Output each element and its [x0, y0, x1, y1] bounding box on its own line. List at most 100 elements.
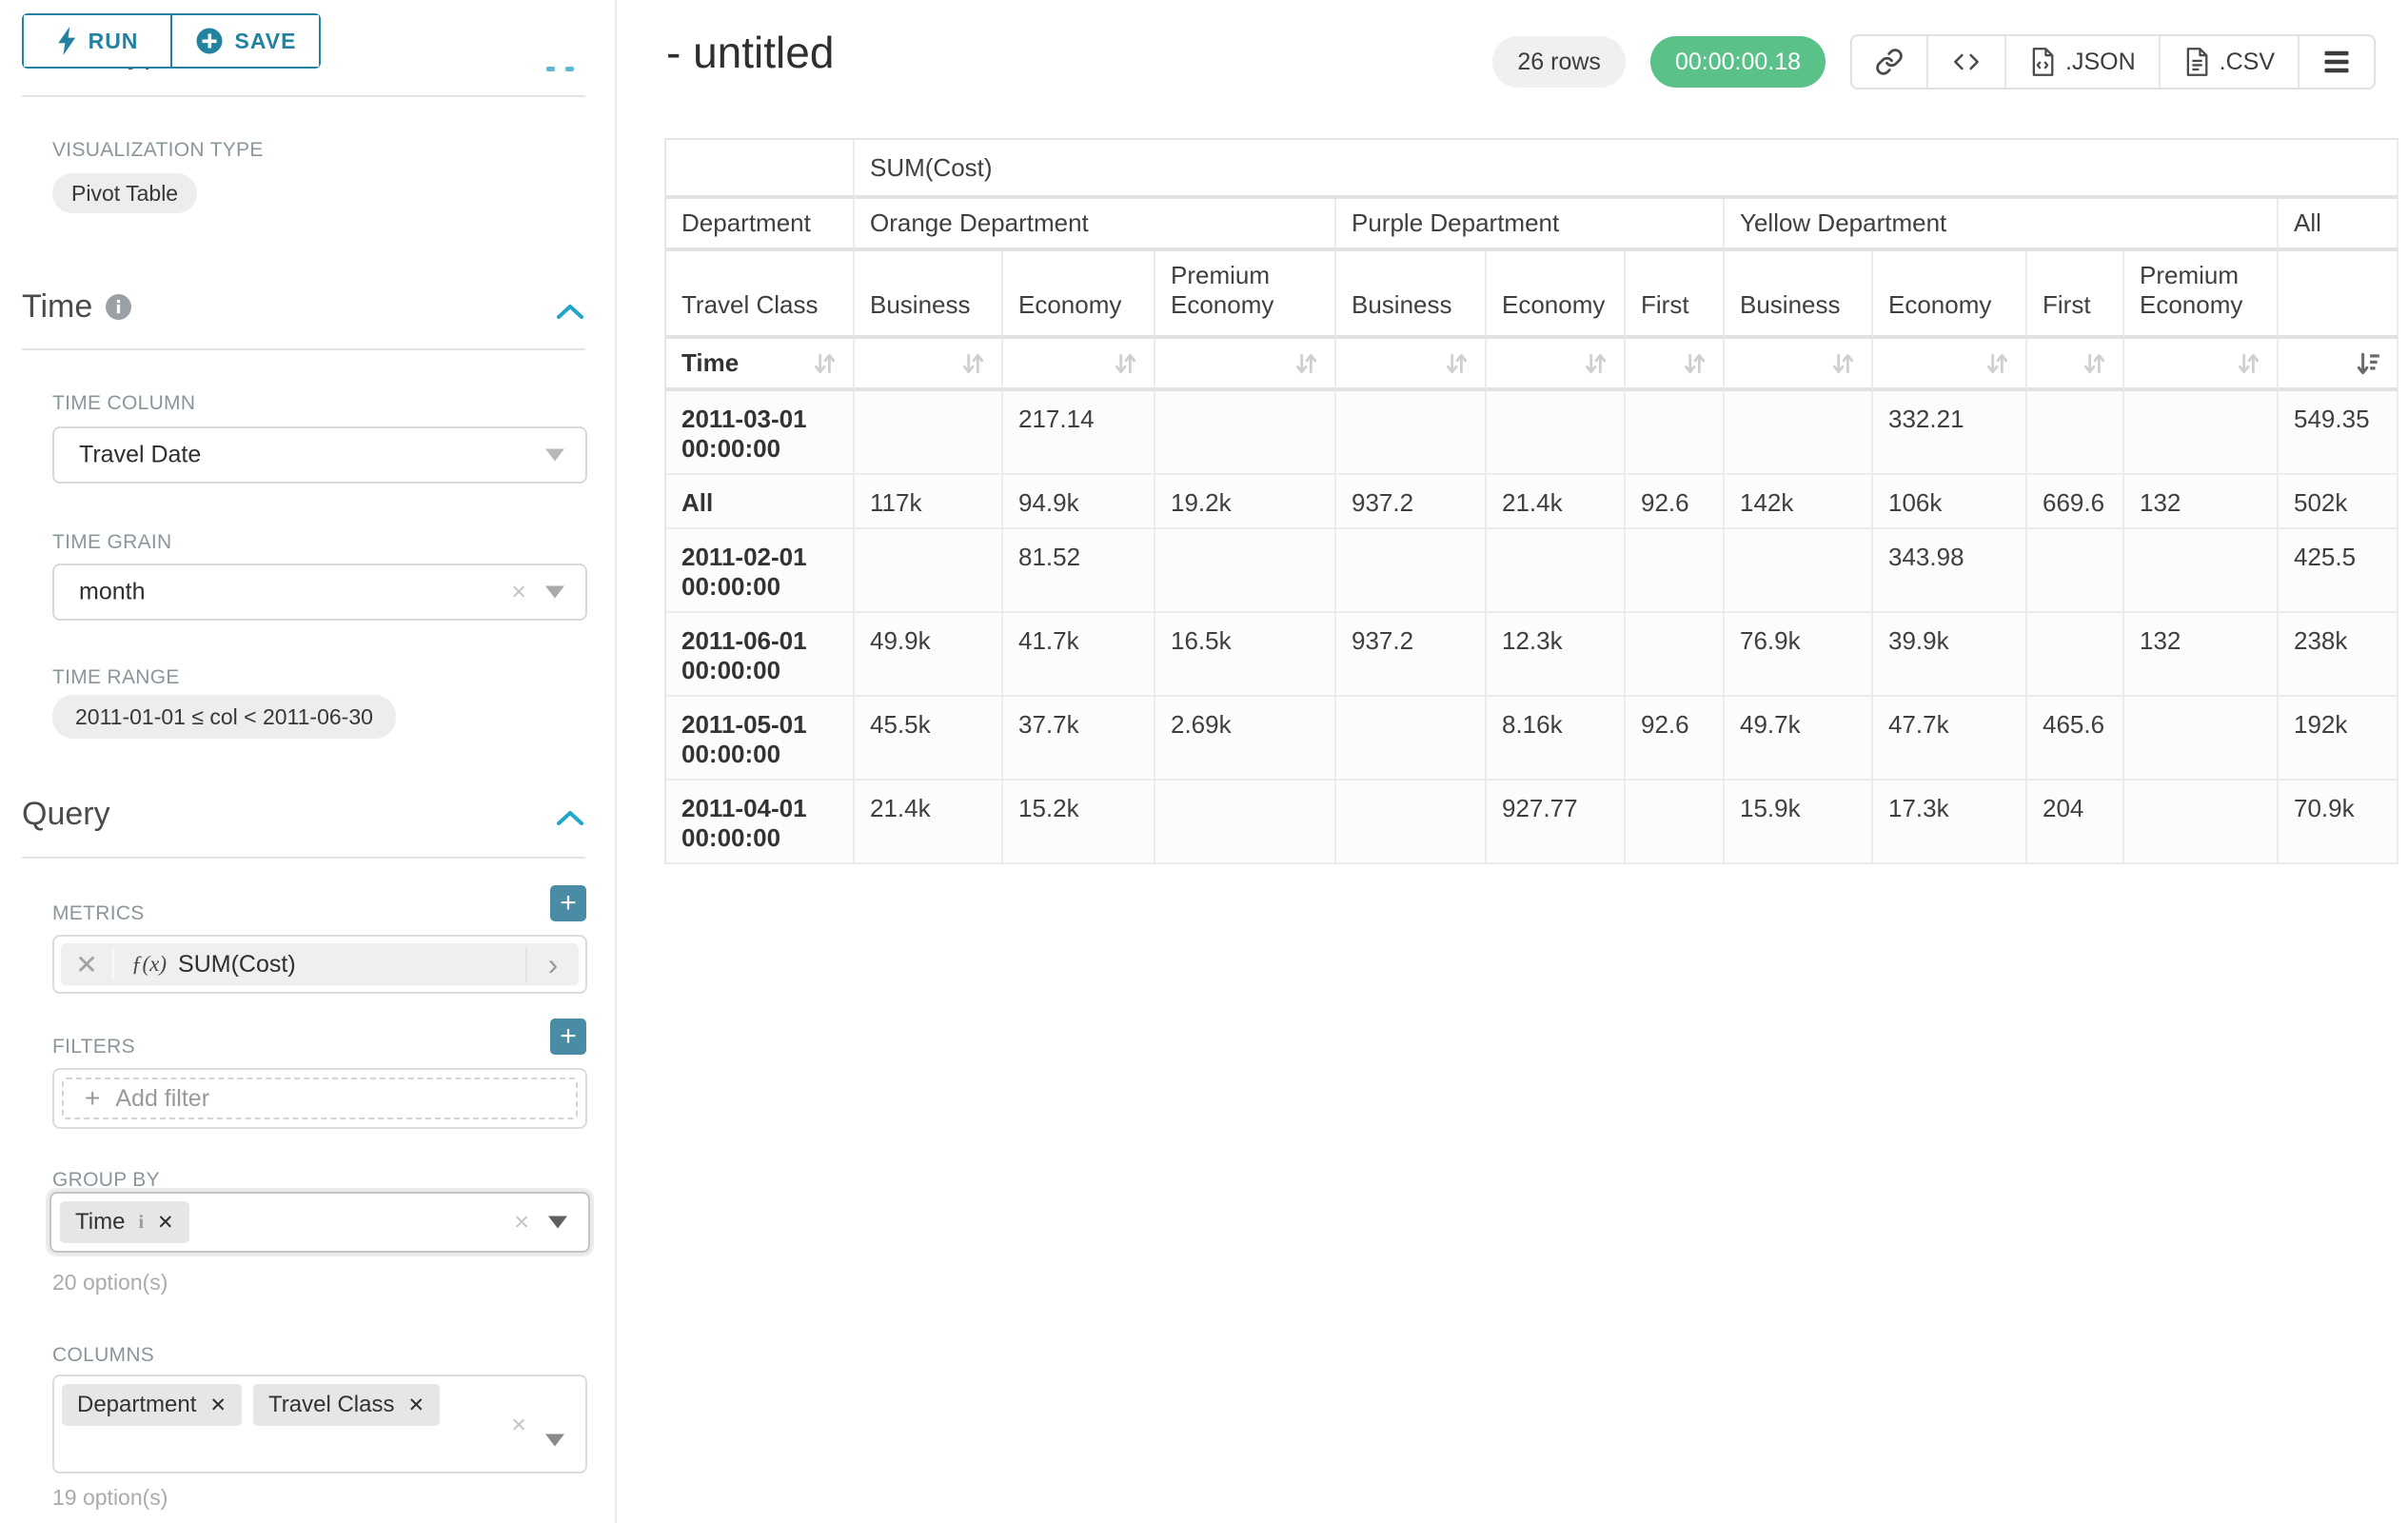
sort-icon[interactable] — [1582, 350, 1609, 377]
sortable-column-header[interactable] — [1336, 339, 1487, 391]
info-circle-icon[interactable] — [106, 294, 132, 320]
sort-icon[interactable] — [1829, 350, 1856, 377]
metric-name: SUM(Cost) — [178, 950, 296, 978]
table-cell: 19.2k — [1155, 475, 1336, 529]
table-cell: 465.6 — [2027, 697, 2124, 781]
sortable-column-header[interactable] — [1155, 339, 1336, 391]
sorted-column-header[interactable] — [2279, 339, 2398, 391]
sortable-column-header[interactable] — [1873, 339, 2027, 391]
collapse-query-chevron-icon[interactable] — [557, 809, 583, 826]
table-cell: 92.6 — [1626, 697, 1725, 781]
table-cell: 17.3k — [1873, 781, 2027, 864]
sortable-column-header[interactable] — [1725, 339, 1873, 391]
sort-icon[interactable] — [1112, 350, 1138, 377]
time-column-select[interactable]: Travel Date — [52, 426, 587, 484]
table-cell: 92.6 — [1626, 475, 1725, 529]
table-cell — [1626, 613, 1725, 697]
table-cell — [1725, 529, 1873, 613]
sort-icon[interactable] — [1293, 350, 1319, 377]
metric-pill[interactable]: ✕ ƒ(x) SUM(Cost) › — [61, 943, 579, 985]
export-csv-button[interactable]: .CSV — [2158, 36, 2298, 88]
row-dimension-sort-header[interactable]: Time — [666, 339, 855, 391]
filters-label: FILTERS — [52, 1036, 135, 1058]
chart-title[interactable]: - untitled — [666, 28, 835, 77]
table-cell — [1725, 391, 1873, 475]
info-icon — [565, 67, 574, 71]
table-cell: 238k — [2279, 613, 2398, 697]
edit-icon[interactable] — [546, 67, 555, 71]
copy-link-button[interactable] — [1852, 36, 1927, 88]
sortable-column-header[interactable] — [1487, 339, 1626, 391]
add-metric-button[interactable]: + — [550, 885, 586, 921]
table-cell: 15.2k — [1003, 781, 1155, 864]
export-json-button[interactable]: .JSON — [2004, 36, 2159, 88]
sort-icon[interactable] — [2081, 350, 2107, 377]
department-group-header: Orange Department — [855, 199, 1336, 251]
row-header: 2011-03-01 00:00:00 — [666, 391, 855, 475]
divider — [22, 95, 585, 97]
embed-code-button[interactable] — [1926, 36, 2005, 88]
table-cell — [2027, 613, 2124, 697]
caret-down-icon — [545, 585, 564, 599]
menu-button[interactable] — [2298, 36, 2374, 88]
travel-class-header: First — [2027, 251, 2124, 339]
row-header: 2011-02-01 00:00:00 — [666, 529, 855, 613]
sort-icon[interactable] — [959, 350, 986, 377]
sortable-column-header[interactable] — [1626, 339, 1725, 391]
collapse-time-chevron-icon[interactable] — [557, 303, 583, 320]
table-cell: 49.9k — [855, 613, 1003, 697]
columns-tag[interactable]: Department ✕ — [62, 1384, 242, 1426]
sortable-column-header[interactable] — [1003, 339, 1155, 391]
sortable-column-header[interactable] — [2124, 339, 2279, 391]
travel-class-header: Business — [855, 251, 1003, 339]
travel-class-header — [2279, 251, 2398, 339]
table-cell — [855, 529, 1003, 613]
table-cell: 41.7k — [1003, 613, 1155, 697]
clear-icon[interactable]: × — [511, 577, 526, 606]
department-group-header: All — [2279, 199, 2398, 251]
query-timer-badge: 00:00:00.18 — [1649, 36, 1826, 88]
columns-options-count: 19 option(s) — [52, 1485, 168, 1510]
table-row: 2011-06-01 00:00:00 49.9k 41.7k 16.5k 937.2 1… — [666, 613, 2398, 697]
divider — [22, 857, 585, 859]
sortable-column-header[interactable] — [855, 339, 1003, 391]
columns-select[interactable]: Department ✕ Travel Class ✕ × — [52, 1375, 587, 1474]
group-by-label: GROUP BY — [52, 1169, 160, 1191]
table-cell — [2124, 529, 2279, 613]
sort-icon[interactable] — [1443, 350, 1470, 377]
save-button[interactable]: SAVE — [170, 15, 319, 67]
sort-icon[interactable] — [1681, 350, 1707, 377]
row-header: 2011-04-01 00:00:00 — [666, 781, 855, 864]
add-filter-button[interactable]: + — [550, 1019, 586, 1055]
clear-icon[interactable]: × — [511, 1410, 526, 1439]
group-by-tag[interactable]: Time i ✕ — [60, 1201, 189, 1243]
sort-icon[interactable] — [811, 350, 838, 377]
time-grain-select[interactable]: month × — [52, 564, 587, 621]
function-icon: ƒ(x) — [131, 952, 168, 976]
clear-icon[interactable]: × — [514, 1207, 529, 1236]
query-section-heading: Query — [22, 796, 110, 832]
add-filter-dropzone[interactable]: + Add filter — [62, 1078, 578, 1119]
time-range-pill[interactable]: 2011-01-01 ≤ col < 2011-06-30 — [52, 695, 396, 739]
table-cell: 21.4k — [1487, 475, 1626, 529]
table-cell — [2124, 781, 2279, 864]
remove-tag-icon[interactable]: ✕ — [209, 1394, 227, 1416]
table-cell: 549.35 — [2279, 391, 2398, 475]
control-panel-sidebar: Chart Type RUN SAVE VISUALIZATION TYPE P… — [0, 0, 617, 1523]
sort-icon[interactable] — [2235, 350, 2261, 377]
sort-descending-icon[interactable] — [2355, 350, 2381, 377]
remove-tag-icon[interactable]: ✕ — [157, 1211, 174, 1234]
remove-metric-icon[interactable]: ✕ — [61, 948, 114, 980]
table-cell: 343.98 — [1873, 529, 2027, 613]
run-button[interactable]: RUN — [24, 15, 170, 67]
table-row: 2011-04-01 00:00:00 21.4k 15.2k 927.77 15.9k… — [666, 781, 2398, 864]
visualization-type-pill[interactable]: Pivot Table — [52, 173, 198, 213]
sortable-column-header[interactable] — [2027, 339, 2124, 391]
expand-metric-chevron-icon[interactable]: › — [525, 946, 579, 982]
group-by-select[interactable]: Time i ✕ × — [49, 1192, 590, 1253]
columns-tag[interactable]: Travel Class ✕ — [253, 1384, 441, 1426]
sort-icon[interactable] — [1984, 350, 2010, 377]
table-cell: 94.9k — [1003, 475, 1155, 529]
remove-tag-icon[interactable]: ✕ — [407, 1394, 425, 1416]
